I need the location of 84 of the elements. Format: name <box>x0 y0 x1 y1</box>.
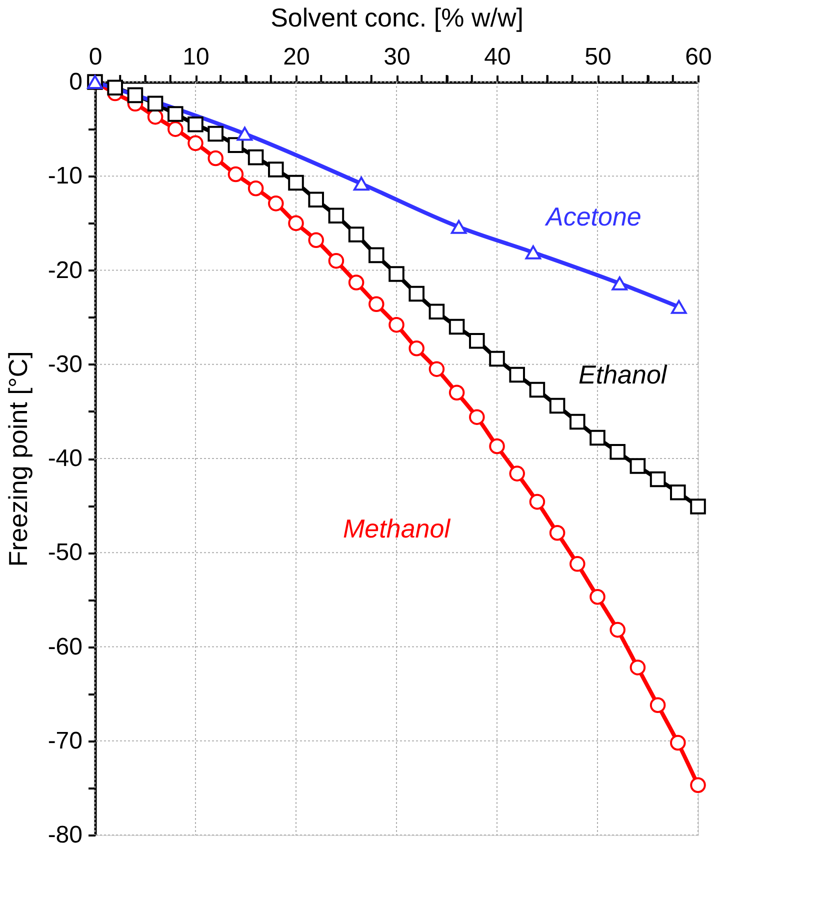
point <box>248 180 264 196</box>
point <box>690 498 706 514</box>
point <box>308 192 324 208</box>
point <box>670 734 686 751</box>
point <box>348 226 364 242</box>
point <box>428 361 445 377</box>
point <box>268 196 284 212</box>
point <box>308 232 324 248</box>
point <box>208 150 224 166</box>
x-tick-label: 60 <box>685 44 712 70</box>
y-tick-label: -50 <box>48 539 82 566</box>
point <box>509 366 525 383</box>
point <box>469 409 485 425</box>
y-tick-label: 0 <box>69 68 82 96</box>
point <box>348 274 364 290</box>
point <box>549 398 566 414</box>
series-label: Ethanol <box>578 360 668 390</box>
point <box>590 588 606 605</box>
point <box>353 176 370 191</box>
y-tick-label: -10 <box>48 162 82 190</box>
point <box>525 245 542 260</box>
point <box>147 96 164 112</box>
series-label: Acetone <box>544 202 642 232</box>
point <box>408 340 424 356</box>
point <box>671 300 687 314</box>
point <box>610 444 626 460</box>
point <box>570 414 586 430</box>
point <box>388 316 404 333</box>
point <box>268 162 284 178</box>
x-tick-label: 40 <box>484 44 511 70</box>
point <box>610 622 626 638</box>
point <box>670 484 686 500</box>
point <box>388 266 404 282</box>
x-axis-title: Solvent conc. [% w/w] <box>270 2 524 32</box>
x-tick-label: 50 <box>584 44 612 70</box>
point <box>650 697 666 713</box>
x-tick-label: 30 <box>384 44 410 70</box>
point <box>328 252 344 269</box>
point <box>168 121 184 137</box>
point <box>368 296 384 312</box>
point <box>328 208 344 224</box>
point <box>288 174 304 191</box>
y-tick-label: -20 <box>48 256 82 284</box>
point <box>228 166 244 182</box>
y-axis-title: Freezing point [°C] <box>2 351 33 567</box>
y-tick-label: -60 <box>48 633 82 660</box>
point <box>612 276 628 290</box>
point <box>208 126 224 142</box>
point <box>650 471 666 488</box>
point <box>509 466 525 482</box>
point <box>549 524 566 541</box>
text: Methanol <box>343 513 452 544</box>
point <box>188 135 204 152</box>
point <box>690 777 706 793</box>
point <box>107 80 123 96</box>
y-tick-label: -30 <box>48 350 82 378</box>
point <box>228 137 244 153</box>
point <box>236 126 253 141</box>
point <box>469 332 485 349</box>
point <box>248 149 264 166</box>
point <box>127 87 144 104</box>
point <box>529 382 546 398</box>
point <box>368 247 384 264</box>
y-tick-label: -40 <box>48 445 82 472</box>
x-tick-label: 10 <box>182 44 210 70</box>
point <box>630 458 646 474</box>
point <box>489 350 505 367</box>
point <box>489 438 505 454</box>
point <box>168 106 184 122</box>
y-tick-label: -70 <box>48 727 82 754</box>
point <box>450 220 467 234</box>
x-tick-label: 0 <box>88 44 102 70</box>
point <box>408 286 424 302</box>
point <box>288 215 304 232</box>
y-tick-label: -80 <box>48 822 82 848</box>
point <box>630 660 646 676</box>
point <box>529 494 546 510</box>
point <box>570 556 586 572</box>
point <box>428 304 445 320</box>
point <box>590 430 606 446</box>
x-tick-label: 20 <box>283 44 310 70</box>
point <box>448 384 465 400</box>
point <box>188 116 204 132</box>
point <box>448 318 465 335</box>
